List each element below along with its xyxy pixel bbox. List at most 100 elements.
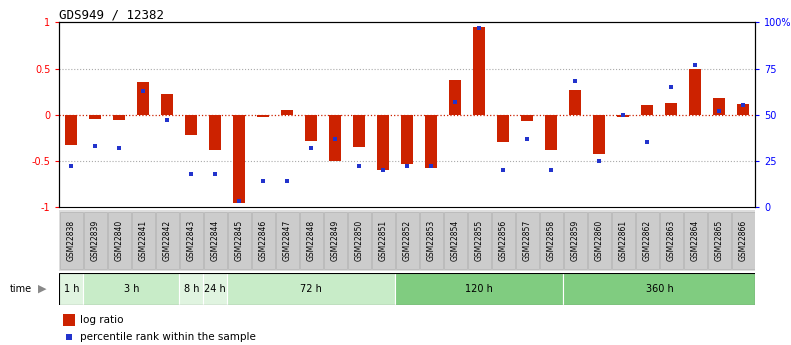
Text: GSM22848: GSM22848 [307, 220, 316, 261]
Text: GSM22856: GSM22856 [499, 220, 508, 261]
Bar [59, 212, 83, 269]
Bar [180, 273, 203, 305]
Bar [185, 115, 197, 135]
Bar [611, 212, 635, 269]
Text: 72 h: 72 h [301, 284, 322, 294]
Bar [233, 115, 245, 203]
Text: GDS949 / 12382: GDS949 / 12382 [59, 8, 165, 21]
Bar [347, 212, 371, 269]
Text: time: time [9, 284, 32, 294]
Bar [83, 273, 180, 305]
Bar [131, 212, 155, 269]
Text: GSM22865: GSM22865 [715, 220, 724, 261]
Bar [161, 95, 173, 115]
Bar [636, 212, 659, 269]
Text: GSM22863: GSM22863 [667, 220, 676, 261]
Text: GSM22842: GSM22842 [163, 220, 172, 261]
Bar [108, 212, 131, 269]
Bar [66, 115, 78, 145]
Bar [690, 69, 702, 115]
Bar [89, 115, 101, 119]
Bar [257, 115, 270, 118]
Bar [737, 104, 749, 115]
Bar [329, 115, 342, 161]
Bar [419, 212, 443, 269]
Text: GSM22853: GSM22853 [427, 220, 436, 261]
Bar [588, 212, 611, 269]
Bar [210, 115, 221, 150]
Text: GSM22861: GSM22861 [619, 220, 628, 261]
Text: 3 h: 3 h [123, 284, 139, 294]
Bar [683, 212, 707, 269]
Bar [401, 115, 414, 164]
Bar [449, 80, 461, 115]
Text: GSM22866: GSM22866 [739, 220, 748, 261]
Bar [275, 212, 299, 269]
Text: 24 h: 24 h [204, 284, 226, 294]
Text: GSM22845: GSM22845 [235, 220, 244, 261]
Bar [660, 212, 683, 269]
Bar [84, 212, 107, 269]
Bar [396, 273, 563, 305]
Bar [642, 106, 653, 115]
Bar [228, 212, 251, 269]
Text: GSM22851: GSM22851 [379, 220, 388, 261]
Text: GSM22849: GSM22849 [331, 220, 340, 261]
Text: GSM22841: GSM22841 [139, 220, 148, 261]
Text: GSM22839: GSM22839 [91, 220, 100, 261]
Text: 1 h: 1 h [63, 284, 79, 294]
Bar [372, 212, 396, 269]
Bar [521, 115, 533, 121]
Text: GSM22854: GSM22854 [451, 220, 460, 261]
Bar [138, 82, 149, 115]
Bar [203, 212, 227, 269]
Text: GSM22857: GSM22857 [523, 220, 532, 261]
Text: 120 h: 120 h [465, 284, 494, 294]
Bar [354, 115, 365, 147]
Bar [252, 212, 275, 269]
Bar [570, 90, 581, 115]
Bar [618, 115, 630, 118]
Bar [467, 212, 491, 269]
Text: GSM22862: GSM22862 [643, 220, 652, 261]
Text: GSM22850: GSM22850 [355, 220, 364, 261]
Bar [426, 115, 437, 168]
Bar [300, 212, 323, 269]
Bar [203, 273, 227, 305]
Bar [593, 115, 605, 155]
Bar [156, 212, 179, 269]
Text: GSM22846: GSM22846 [259, 220, 268, 261]
Text: GSM22855: GSM22855 [475, 220, 484, 261]
Text: log ratio: log ratio [80, 315, 123, 325]
Bar [324, 212, 347, 269]
Bar [444, 212, 467, 269]
Text: 8 h: 8 h [184, 284, 199, 294]
Bar [545, 115, 558, 150]
Bar [180, 212, 203, 269]
Bar [62, 314, 75, 326]
Text: GSM22840: GSM22840 [115, 220, 124, 261]
Text: GSM22860: GSM22860 [595, 220, 604, 261]
Text: 360 h: 360 h [645, 284, 673, 294]
Bar [473, 27, 486, 115]
Text: percentile rank within the sample: percentile rank within the sample [80, 333, 256, 342]
Text: GSM22843: GSM22843 [187, 220, 196, 261]
Bar [732, 212, 755, 269]
Bar [516, 212, 539, 269]
Text: GSM22847: GSM22847 [283, 220, 292, 261]
Text: GSM22844: GSM22844 [211, 220, 220, 261]
Bar [227, 273, 396, 305]
Bar [708, 212, 731, 269]
Bar [396, 212, 419, 269]
Text: GSM22864: GSM22864 [691, 220, 700, 261]
Bar [59, 273, 83, 305]
Bar [539, 212, 563, 269]
Bar [305, 115, 317, 140]
Bar [377, 115, 389, 170]
Bar [113, 115, 125, 120]
Text: GSM22838: GSM22838 [66, 220, 76, 261]
Bar [665, 103, 677, 115]
Bar [492, 212, 515, 269]
Text: ▶: ▶ [38, 284, 47, 294]
Bar [564, 212, 587, 269]
